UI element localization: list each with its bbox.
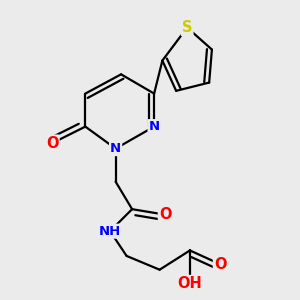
Text: O: O: [159, 207, 171, 222]
Text: NH: NH: [99, 225, 121, 238]
Text: N: N: [110, 142, 121, 155]
Text: O: O: [46, 136, 59, 151]
Text: O: O: [214, 257, 226, 272]
Text: N: N: [148, 120, 160, 133]
Text: S: S: [182, 20, 192, 35]
Text: OH: OH: [178, 276, 202, 291]
